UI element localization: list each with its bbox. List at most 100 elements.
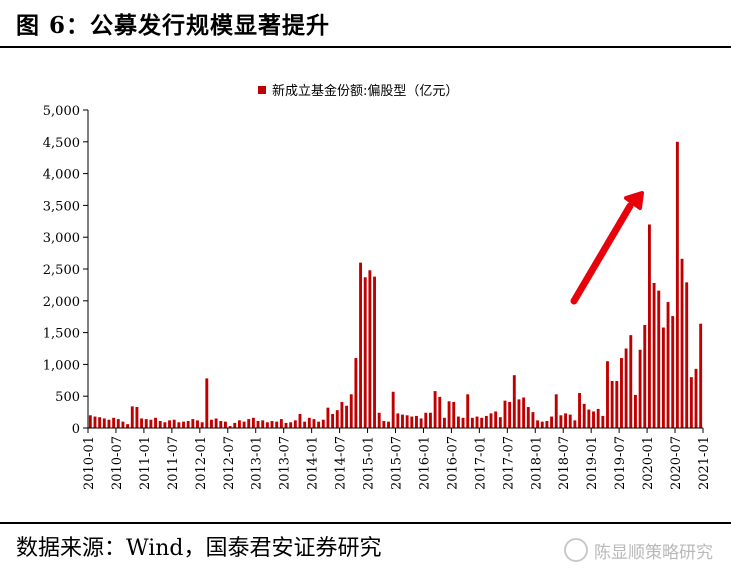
bar (601, 415, 605, 428)
arrow-head (624, 191, 644, 210)
bar (210, 419, 213, 428)
bar (331, 414, 335, 428)
bar (154, 417, 157, 428)
bar (140, 418, 144, 428)
bar (116, 419, 120, 428)
bar (573, 420, 577, 428)
bar (531, 412, 535, 428)
bar (265, 422, 269, 428)
bar (182, 421, 185, 428)
x-tick-label: 2020-07 (669, 436, 684, 490)
bar (675, 141, 679, 429)
figure-title: 图 6：公募发行规模显著提升 (16, 12, 331, 39)
legend-swatch (258, 86, 266, 94)
bar (587, 409, 591, 428)
bar (368, 270, 372, 428)
bar (661, 327, 665, 428)
y-tick-label: 3,000 (43, 231, 80, 246)
bar (172, 419, 176, 428)
y-tick-label: 2,000 (43, 295, 80, 310)
x-tick-label: 2013-01 (250, 436, 265, 490)
bar (405, 415, 409, 428)
bar (349, 394, 353, 428)
legend-label: 新成立基金份额:偏股型（亿元） (272, 83, 458, 99)
bar (247, 419, 251, 428)
bar (377, 412, 381, 428)
bar (578, 393, 581, 428)
bar (689, 377, 693, 428)
bar (191, 419, 195, 428)
bar (429, 412, 432, 428)
bar (237, 420, 241, 428)
bar (620, 358, 623, 428)
bar (694, 368, 698, 428)
bar (279, 419, 283, 428)
bar (545, 421, 549, 428)
bar (606, 361, 609, 428)
bar (298, 414, 302, 428)
bar (596, 408, 600, 428)
bar (526, 407, 530, 428)
bar (382, 421, 386, 428)
bar (442, 417, 446, 428)
bar (149, 419, 153, 428)
watermark: 陈显顺策略研究 (564, 538, 713, 563)
bar (424, 412, 428, 428)
bar (233, 422, 237, 428)
bar (652, 282, 656, 428)
x-tick-label: 2021-01 (697, 436, 712, 490)
bar (540, 421, 544, 428)
y-tick-label: 4,500 (43, 136, 80, 151)
bottom-rule (0, 522, 731, 524)
bar (447, 401, 451, 428)
bar (615, 380, 619, 428)
bar-chart: 新成立基金份额:偏股型（亿元） 0 500 1,000 1,500 2,000 2,500… (43, 83, 712, 490)
trend-arrow (570, 191, 644, 305)
bar (112, 417, 116, 428)
bar (335, 410, 339, 428)
source-note: 数据来源：Wind，国泰君安证券研究 (16, 536, 382, 561)
y-tick-label: 1,500 (43, 327, 80, 342)
bar (433, 391, 437, 428)
x-tick-label: 2019-01 (585, 436, 600, 490)
wechat-logo-icon (564, 538, 588, 562)
y-tick-label: 2,500 (43, 263, 80, 278)
bar (415, 415, 418, 428)
bar (550, 416, 554, 428)
bar (340, 401, 344, 428)
bar (270, 421, 274, 428)
bar (568, 414, 572, 428)
x-tick-label: 2012-07 (222, 436, 237, 490)
y-tick-label: 500 (55, 390, 80, 405)
bar (517, 399, 521, 428)
bar (503, 400, 507, 428)
x-tick-label: 2013-07 (278, 436, 293, 490)
bar (564, 413, 567, 428)
x-tick-label: 2018-07 (557, 436, 572, 490)
bar (461, 417, 465, 428)
bar (186, 421, 190, 428)
bar (484, 415, 488, 428)
x-tick-label: 2014-07 (334, 436, 349, 490)
bar (219, 421, 223, 428)
bar (373, 276, 376, 428)
bar (456, 416, 460, 428)
bar (410, 416, 414, 428)
bar (200, 422, 204, 428)
bar (261, 420, 265, 428)
y-tick-label: 0 (72, 422, 80, 437)
x-tick-label: 2010-01 (82, 436, 97, 490)
bar (643, 324, 647, 428)
bar (251, 417, 255, 428)
watermark-text: 陈显顺策略研究 (594, 543, 713, 563)
y-tick-label: 1,000 (43, 358, 80, 373)
bar (419, 418, 423, 428)
bar (498, 417, 502, 428)
x-axis: 2010-01 2010-07 2011-01 2011-07 2012-01 2012-… (82, 427, 712, 490)
bar (359, 262, 362, 428)
x-tick-label: 2018-01 (529, 436, 544, 490)
x-tick-label: 2017-07 (501, 436, 516, 490)
x-tick-label: 2017-01 (473, 436, 488, 490)
bar (624, 348, 628, 428)
bar (470, 417, 474, 428)
